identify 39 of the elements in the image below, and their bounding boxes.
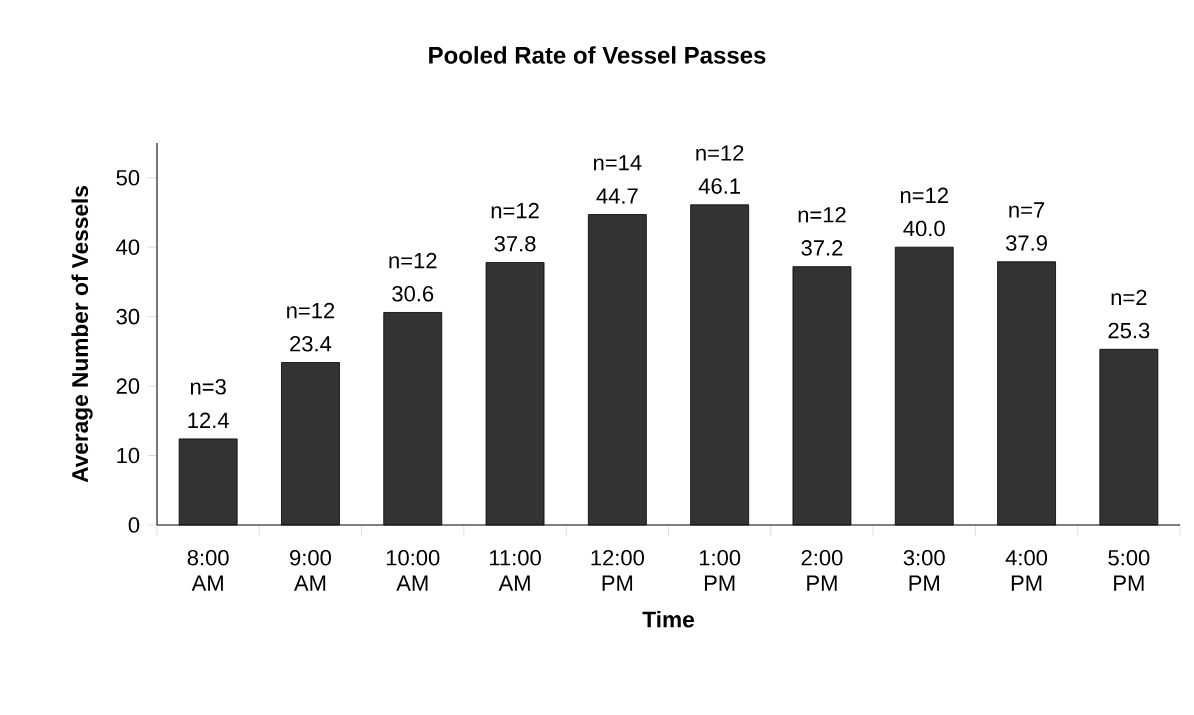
annotation: n=12 <box>900 187 948 203</box>
y-tick-label: 50 <box>116 169 140 186</box>
data-label: 37.8 <box>494 235 536 252</box>
y-tick-label: 0 <box>128 517 140 533</box>
x-tick-label: 10:00 AM <box>386 549 440 591</box>
y-tick-label: 20 <box>116 378 140 394</box>
data-label: 44.7 <box>596 188 638 204</box>
data-label: 37.9 <box>1005 235 1047 251</box>
data-label: 37.2 <box>801 240 843 256</box>
x-tick-label: 8:00 AM <box>187 549 229 591</box>
data-label: 23.4 <box>290 335 332 352</box>
annotation: n=3 <box>190 379 226 395</box>
x-tick-label: 2:00 PM <box>801 549 843 591</box>
y-axis-title: Average Number of Vessels <box>71 186 93 483</box>
y-tick-label: 30 <box>116 308 140 325</box>
data-label: 46.1 <box>698 178 740 194</box>
y-tick-label: 40 <box>116 239 140 255</box>
x-tick-label: 4:00 PM <box>1005 549 1048 591</box>
chart-title: Pooled Rate of Vessel Passes <box>429 46 766 64</box>
data-label: 30.6 <box>392 285 434 302</box>
data-label: 40.0 <box>903 220 945 237</box>
annotation: n=12 <box>491 202 539 219</box>
annotation: n=12 <box>798 206 846 223</box>
annotation: n=12 <box>287 302 335 319</box>
data-label: 12.4 <box>188 412 229 428</box>
x-tick-label: 5:00 PM <box>1108 549 1150 591</box>
data-label: 25.3 <box>1108 322 1150 339</box>
x-tick-label: 11:00 AM <box>490 549 541 591</box>
x-tick-label: 1:00 PM <box>699 549 741 591</box>
annotation: n=12 <box>389 252 437 269</box>
x-axis-title: Time <box>642 610 694 628</box>
annotation: n=14 <box>594 155 642 171</box>
annotation: n=7 <box>1009 202 1045 218</box>
x-tick-label: 12:00 PM <box>591 549 645 591</box>
y-tick-label: 10 <box>117 447 140 464</box>
annotation: n=12 <box>696 145 744 161</box>
x-tick-label: 9:00 AM <box>290 549 331 591</box>
annotation: n=2 <box>1111 289 1147 306</box>
x-tick-label: 3:00 PM <box>903 549 945 591</box>
